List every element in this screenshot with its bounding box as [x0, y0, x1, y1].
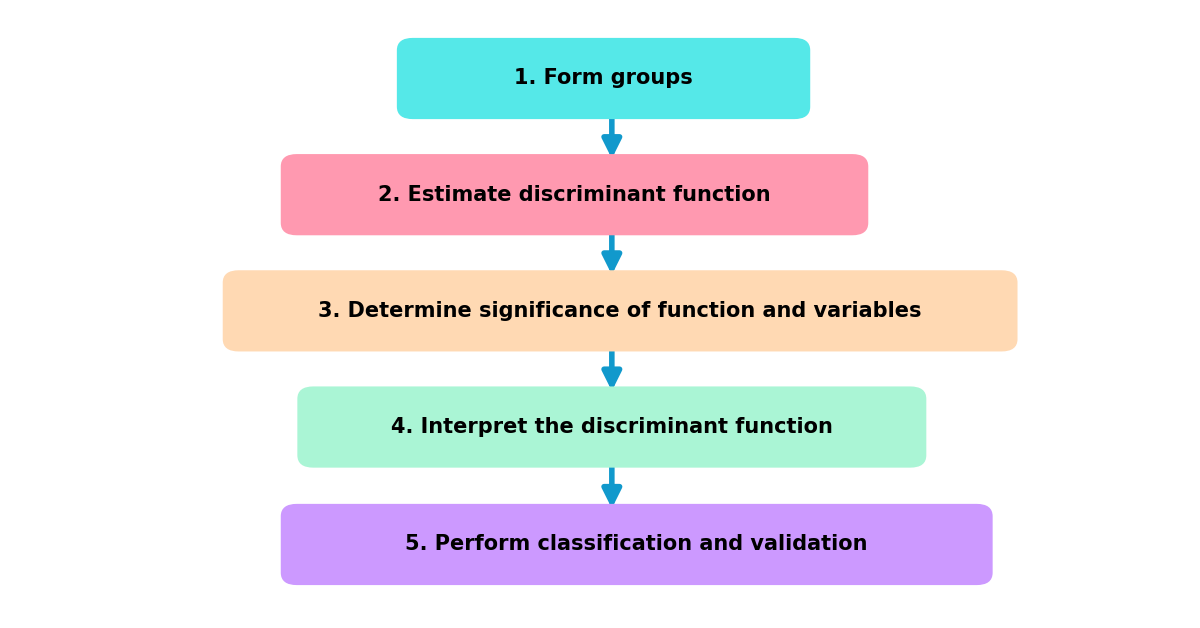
- FancyBboxPatch shape: [223, 271, 1016, 350]
- Text: 2. Estimate discriminant function: 2. Estimate discriminant function: [378, 185, 770, 205]
- FancyBboxPatch shape: [282, 505, 991, 584]
- Text: 5. Perform classification and validation: 5. Perform classification and validation: [406, 534, 868, 555]
- FancyBboxPatch shape: [398, 39, 809, 118]
- Text: 1. Form groups: 1. Form groups: [514, 68, 692, 89]
- Text: 3. Determine significance of function and variables: 3. Determine significance of function an…: [318, 301, 922, 321]
- FancyBboxPatch shape: [299, 387, 925, 467]
- Text: 4. Interpret the discriminant function: 4. Interpret the discriminant function: [391, 417, 833, 437]
- FancyBboxPatch shape: [282, 155, 868, 234]
